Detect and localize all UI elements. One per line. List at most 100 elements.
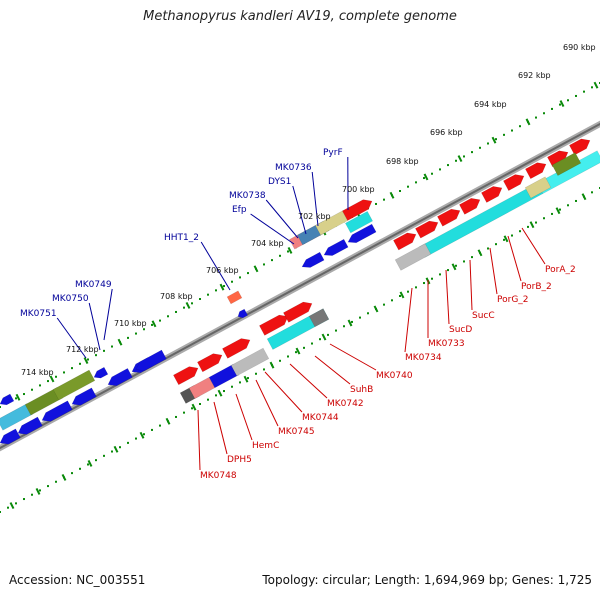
accession-text: Accession: NC_003551 (9, 573, 146, 587)
gene-label: MK0750 (52, 294, 89, 304)
scale-dot (383, 198, 385, 201)
reverse-gene-shape (301, 251, 325, 268)
scale-dot (39, 384, 41, 387)
scale-dot (79, 467, 81, 470)
gene-label: MK0749 (75, 280, 112, 290)
gene-label: HemC (252, 441, 279, 451)
scale-dot (263, 263, 265, 266)
scale-dot (439, 168, 441, 171)
tick-label: 700 kbp (342, 185, 375, 194)
scale-dot (311, 342, 313, 345)
cyan-feature-shape (418, 182, 544, 258)
scale-dot (375, 202, 377, 205)
tick-label: 706 kbp (206, 266, 239, 275)
major-tick (15, 393, 21, 401)
khaki-feature (524, 176, 552, 199)
scale-dot (39, 489, 41, 492)
pink-feature-shape (188, 376, 216, 399)
forward-gene-shape (259, 314, 289, 336)
reverse-gene-shape (0, 428, 21, 445)
scale-dot (391, 299, 393, 302)
forward-gene-shape (197, 353, 223, 373)
leader-line (445, 269, 450, 325)
small-feature-shape (226, 290, 243, 305)
gene-label: MK0744 (302, 413, 339, 423)
map-title: Methanopyrus kandleri AV19, complete gen… (143, 9, 457, 24)
grey-feature-shape (230, 347, 270, 377)
leader-line (197, 409, 201, 471)
scale-dot (431, 172, 433, 175)
scale-dot (239, 381, 241, 384)
scale-dot (399, 190, 401, 192)
scale-dot (527, 225, 529, 228)
scale-dot (87, 463, 89, 466)
grey-feature-shape (394, 243, 432, 271)
major-tick (217, 389, 223, 397)
scale-dot (87, 358, 89, 361)
tick-label: 692 kbp (518, 71, 551, 80)
scale-dot (415, 181, 417, 184)
scale-dot (559, 208, 561, 211)
reverse-gene (71, 387, 97, 406)
leader-line (103, 288, 113, 341)
scale-dot (287, 355, 289, 358)
major-tick (451, 263, 457, 271)
scale-dot (135, 332, 137, 335)
scale-dot (183, 411, 185, 414)
leader-line (56, 317, 87, 359)
cyan-feature-shape (345, 211, 373, 234)
forward-gene (342, 199, 373, 221)
leader-line (311, 171, 319, 227)
reverse-gene (301, 251, 325, 268)
grey-feature (394, 243, 432, 271)
olive-feature (551, 152, 582, 176)
scale-dot (551, 212, 553, 215)
major-tick (503, 235, 509, 243)
gene-label: DPH5 (227, 455, 252, 465)
scale-dot (335, 329, 337, 332)
major-tick (529, 221, 535, 229)
pink-feature (188, 376, 216, 399)
major-tick (113, 445, 119, 453)
scale-dot (191, 407, 193, 410)
scale-dot (47, 380, 49, 383)
scale-dot (103, 349, 105, 352)
major-tick (269, 361, 275, 369)
scale-dot (463, 260, 465, 263)
reverse-gene-shape (237, 308, 249, 319)
reverse-gene (93, 366, 109, 379)
tick-labels: 690 kbp 692 kbp 694 kbp 696 kbp 698 kbp 700 k… (21, 43, 596, 377)
scale-dot (199, 298, 201, 300)
major-tick (321, 333, 327, 341)
reverse-gene-shape (41, 400, 73, 422)
major-tick (61, 473, 67, 481)
gene-label: MK0738 (229, 191, 266, 201)
major-tick (295, 347, 301, 355)
scale-dot (207, 398, 209, 401)
gene-label: MK0736 (275, 163, 312, 173)
reverse-gene-shape (71, 387, 97, 406)
reverse-gene (0, 428, 21, 445)
forward-gene-shape (393, 232, 417, 251)
gene-label: SucC (472, 311, 495, 321)
reverse-gene-shape (107, 368, 133, 387)
olive-feature (52, 369, 96, 401)
gene-label: MK0748 (200, 471, 237, 481)
forward-gene (459, 198, 481, 215)
scale-dot (231, 385, 233, 388)
reverse-gene (347, 223, 377, 243)
reverse-gene-shape (0, 393, 15, 406)
reverse-gene (237, 308, 249, 319)
tick-label: 712 kbp (66, 345, 99, 354)
grey-feature (230, 347, 270, 377)
scale-dot (199, 403, 201, 405)
scale-dot (567, 99, 569, 102)
scale-dot (495, 243, 497, 246)
scale-dot (103, 454, 105, 457)
leader-line (404, 287, 413, 353)
tick-label: 694 kbp (474, 100, 507, 109)
forward-gene (393, 232, 417, 251)
major-tick (165, 417, 171, 425)
scale-dot (535, 221, 537, 224)
major-tick (347, 319, 353, 327)
